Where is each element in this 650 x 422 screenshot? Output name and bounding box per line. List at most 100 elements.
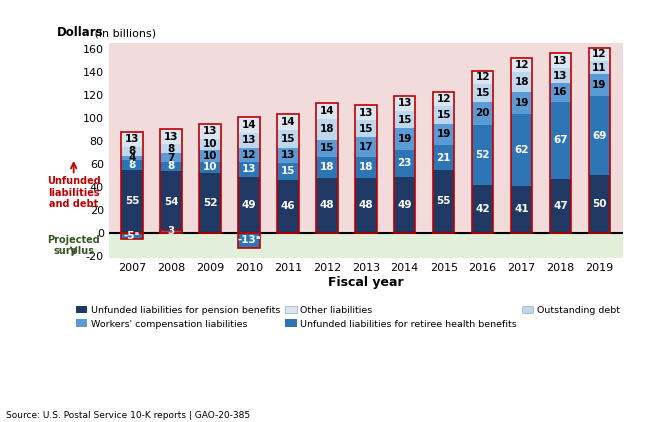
Text: 13: 13 bbox=[203, 126, 217, 136]
Text: 7: 7 bbox=[167, 152, 175, 162]
Text: 18: 18 bbox=[514, 77, 529, 87]
Text: 12: 12 bbox=[436, 95, 451, 104]
Text: 49: 49 bbox=[398, 200, 412, 210]
Bar bbox=[109, 233, 623, 258]
Text: 19: 19 bbox=[592, 80, 606, 90]
Bar bbox=[433, 106, 454, 124]
Legend: Unfunded liabilities for pension benefits, Workers' compensation liabilities, Ot: Unfunded liabilities for pension benefit… bbox=[72, 302, 624, 333]
Text: 12: 12 bbox=[514, 60, 529, 70]
Bar bbox=[589, 176, 610, 233]
Bar bbox=[394, 150, 415, 176]
Bar bbox=[355, 120, 376, 138]
Bar bbox=[511, 92, 532, 114]
Text: 3: 3 bbox=[168, 226, 175, 236]
Bar bbox=[277, 114, 298, 233]
Text: 50: 50 bbox=[592, 199, 606, 209]
Bar bbox=[550, 68, 571, 83]
Text: 67: 67 bbox=[553, 135, 568, 145]
Bar bbox=[394, 96, 415, 233]
Text: 8: 8 bbox=[129, 146, 136, 156]
Bar bbox=[433, 92, 454, 106]
Bar bbox=[109, 43, 623, 233]
Text: Dollars: Dollars bbox=[57, 26, 104, 39]
Text: 14: 14 bbox=[281, 117, 295, 127]
Text: 19: 19 bbox=[514, 98, 529, 108]
Text: 15: 15 bbox=[475, 88, 490, 98]
Text: 13: 13 bbox=[553, 56, 568, 66]
Bar bbox=[239, 162, 259, 176]
Bar bbox=[161, 129, 182, 144]
Text: 55: 55 bbox=[436, 196, 451, 206]
Bar bbox=[161, 154, 182, 162]
Bar bbox=[200, 124, 221, 138]
Bar bbox=[200, 138, 221, 150]
Text: 47: 47 bbox=[553, 201, 568, 211]
Bar bbox=[277, 180, 298, 233]
Bar bbox=[550, 53, 571, 233]
Text: 10: 10 bbox=[203, 139, 217, 149]
Bar bbox=[122, 233, 143, 239]
Bar bbox=[161, 230, 182, 233]
Text: -5ᵃ: -5ᵃ bbox=[124, 231, 140, 241]
Text: 19: 19 bbox=[437, 130, 451, 140]
Bar bbox=[122, 156, 143, 160]
Text: 4: 4 bbox=[129, 153, 136, 163]
Bar bbox=[277, 148, 298, 163]
Bar bbox=[511, 186, 532, 233]
Bar bbox=[355, 157, 376, 178]
Bar bbox=[239, 233, 259, 248]
Text: -13ᵃ: -13ᵃ bbox=[237, 235, 261, 246]
Bar bbox=[200, 150, 221, 162]
Bar bbox=[161, 162, 182, 171]
Text: 55: 55 bbox=[125, 196, 139, 206]
Bar bbox=[433, 124, 454, 146]
Text: 12: 12 bbox=[242, 150, 256, 160]
Bar bbox=[511, 114, 532, 186]
Text: 62: 62 bbox=[514, 145, 529, 155]
Bar bbox=[433, 170, 454, 233]
Bar bbox=[550, 53, 571, 68]
Text: Unfunded
liabilities
and debt: Unfunded liabilities and debt bbox=[47, 176, 101, 209]
Bar bbox=[355, 178, 376, 233]
Text: 69: 69 bbox=[592, 131, 606, 141]
Bar bbox=[277, 114, 298, 130]
Bar bbox=[239, 116, 259, 133]
Text: 11: 11 bbox=[592, 63, 606, 73]
Bar bbox=[122, 146, 143, 156]
Text: 13: 13 bbox=[242, 164, 256, 174]
Text: 12: 12 bbox=[592, 49, 606, 60]
Text: 10: 10 bbox=[203, 162, 217, 172]
Text: 48: 48 bbox=[320, 200, 334, 210]
Text: 14: 14 bbox=[242, 120, 256, 130]
X-axis label: Fiscal year: Fiscal year bbox=[328, 276, 404, 289]
Bar bbox=[316, 140, 337, 157]
Text: 13: 13 bbox=[125, 134, 139, 144]
Text: 46: 46 bbox=[281, 201, 295, 211]
Bar bbox=[394, 176, 415, 233]
Bar bbox=[589, 48, 610, 233]
Text: 8: 8 bbox=[168, 161, 175, 171]
Bar bbox=[589, 74, 610, 96]
Bar bbox=[161, 171, 182, 233]
Bar bbox=[472, 84, 493, 102]
Text: 20: 20 bbox=[475, 108, 490, 118]
Bar bbox=[239, 148, 259, 162]
Text: 15: 15 bbox=[398, 114, 412, 124]
Text: 49: 49 bbox=[242, 200, 256, 210]
Bar bbox=[511, 58, 532, 233]
Bar bbox=[122, 233, 143, 239]
Bar bbox=[122, 160, 143, 170]
Text: 13: 13 bbox=[359, 108, 373, 118]
Bar bbox=[589, 96, 610, 176]
Bar bbox=[433, 92, 454, 233]
Bar bbox=[200, 124, 221, 233]
Text: 15: 15 bbox=[436, 110, 451, 120]
Text: 17: 17 bbox=[359, 142, 373, 152]
Bar bbox=[472, 125, 493, 184]
Bar bbox=[472, 70, 493, 233]
Text: 8: 8 bbox=[168, 144, 175, 154]
Bar bbox=[394, 111, 415, 128]
Bar bbox=[277, 130, 298, 148]
Bar bbox=[316, 157, 337, 178]
Bar bbox=[122, 170, 143, 233]
